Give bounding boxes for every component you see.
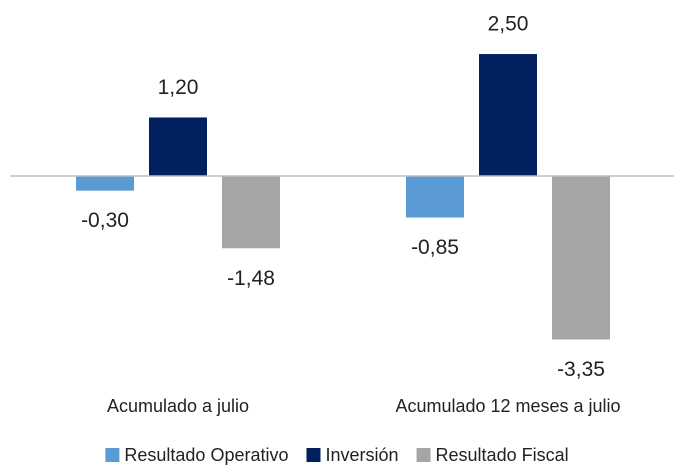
legend-swatch [105,448,120,462]
bar [222,176,280,249]
legend-label: Resultado Fiscal [436,445,569,465]
bar [552,176,610,340]
bar [406,176,464,218]
legend-label: Resultado Operativo [124,445,288,465]
data-label: -1,48 [227,267,275,290]
data-label: 2,50 [488,13,529,36]
bar [149,117,207,177]
legend-swatch [416,448,431,462]
data-label: -3,35 [557,358,605,381]
data-label: 1,20 [158,76,199,99]
x-tick-label: Acumulado 12 meses a julio [395,396,620,416]
legend-label: Inversión [325,445,398,465]
legend-swatch [306,448,321,462]
data-label: -0,30 [81,209,129,232]
bar [479,54,537,177]
data-label: -0,85 [411,236,459,259]
x-tick-label: Acumulado a julio [107,396,249,416]
bar [76,176,134,191]
